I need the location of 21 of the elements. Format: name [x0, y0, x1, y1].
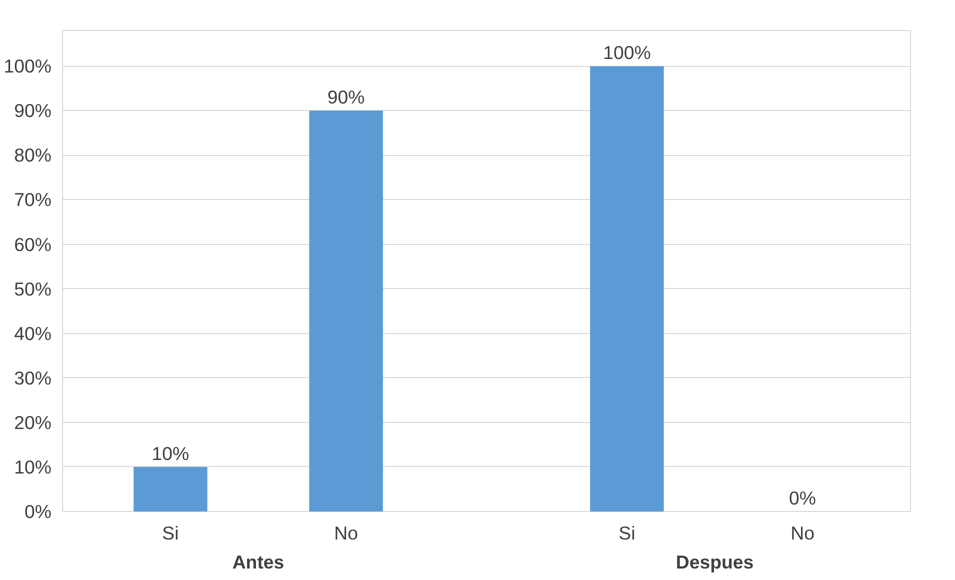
text: Despues	[676, 552, 754, 572]
x-tick-label: No	[790, 522, 814, 544]
x-tick-label: No	[334, 522, 358, 544]
text: Antes	[232, 552, 284, 572]
data-label: 10%	[152, 442, 190, 464]
data-label: 100%	[603, 42, 651, 64]
y-tick-label: 80%	[14, 144, 52, 166]
y-tick-label: 70%	[14, 189, 52, 210]
y-tick-label: 10%	[14, 456, 52, 478]
y-tick-label: 20%	[14, 412, 52, 433]
y-tick-label: 90%	[14, 100, 52, 122]
y-tick-label: 50%	[14, 278, 52, 300]
y-tick-label: 40%	[14, 322, 52, 344]
data-label: 0%	[789, 488, 816, 508]
y-tick-label: 30%	[14, 367, 52, 388]
x-tick-label: Si	[162, 522, 179, 544]
y-tick-label: 0%	[24, 501, 52, 522]
y-tick-label: 60%	[14, 234, 52, 255]
y-tick-label: 100%	[4, 56, 52, 77]
x-tick-label: Si	[618, 522, 636, 544]
data-label: 90%	[327, 86, 365, 108]
